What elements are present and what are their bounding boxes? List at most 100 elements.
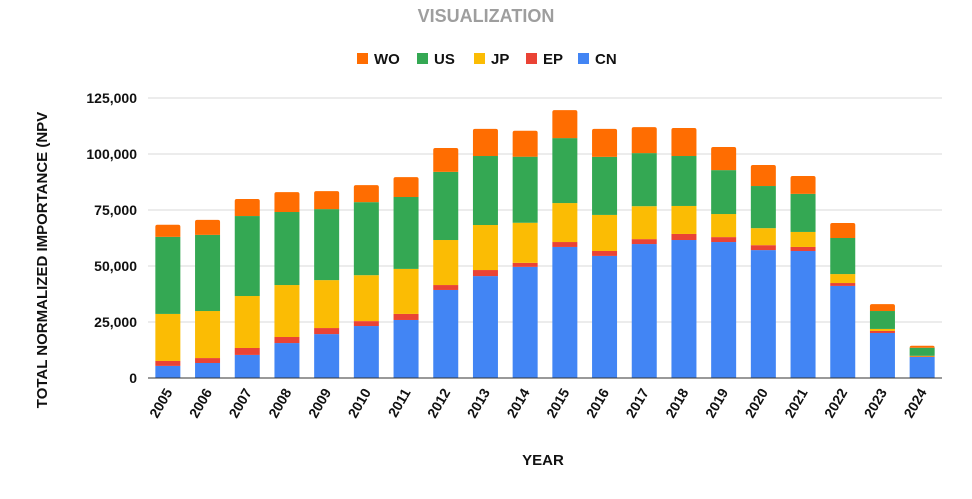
legend-label: US bbox=[434, 51, 455, 68]
bar-stack-2009 bbox=[314, 191, 340, 378]
bar-segment-wo bbox=[631, 127, 657, 154]
bar-segment-wo bbox=[195, 219, 221, 235]
bar-segment-ep bbox=[314, 328, 340, 335]
bar-segment-cn bbox=[552, 246, 578, 378]
bar-segment-cn bbox=[671, 240, 697, 378]
legend: WO US JP EP CN bbox=[357, 51, 617, 68]
bar-segment-us bbox=[631, 153, 657, 207]
bar-segment-jp bbox=[195, 311, 221, 359]
bar-segment-ep bbox=[711, 237, 737, 243]
x-axis-ticks: 2005 2006 2007 2008 2009 2010 2011 2012 2013 2014… bbox=[146, 385, 930, 420]
bar-segment-cn bbox=[195, 362, 221, 378]
y-axis-ticks: 0 25,000 50,000 75,000 100,000 125,000 bbox=[86, 90, 137, 386]
x-tick-label: 2014 bbox=[503, 385, 533, 420]
bar-segment-us bbox=[909, 347, 935, 356]
x-tick-label: 2006 bbox=[186, 385, 216, 420]
bar-segment-ep bbox=[671, 233, 697, 241]
x-tick-label: 2017 bbox=[622, 385, 652, 420]
y-tick-label: 50,000 bbox=[94, 258, 137, 274]
bar-segment-cn bbox=[830, 285, 856, 378]
bar-segment-cn bbox=[234, 354, 260, 378]
bar-stack-2017 bbox=[631, 127, 657, 378]
bar-segment-cn bbox=[592, 255, 618, 378]
bar-segment-wo bbox=[592, 128, 618, 157]
bar-stack-2008 bbox=[274, 192, 300, 378]
x-tick-label: 2021 bbox=[781, 385, 811, 420]
legend-swatch bbox=[357, 53, 368, 64]
bar-stack-2015 bbox=[552, 110, 578, 378]
bar-segment-us bbox=[155, 236, 181, 314]
bar-segment-jp bbox=[830, 274, 856, 284]
bar-segment-jp bbox=[592, 214, 618, 251]
bar-stack-2023 bbox=[869, 304, 895, 378]
bar-stack-2022 bbox=[830, 222, 856, 378]
bar-segment-jp bbox=[433, 240, 459, 286]
bar-segment-wo bbox=[314, 191, 340, 210]
legend-item-ep: EP bbox=[526, 51, 563, 68]
bar-segment-ep bbox=[869, 330, 895, 333]
bar-segment-ep bbox=[472, 270, 498, 277]
bar-segment-ep bbox=[631, 239, 657, 245]
bar-segment-us bbox=[353, 202, 379, 276]
bar-segment-ep bbox=[512, 262, 538, 267]
legend-item-cn: CN bbox=[578, 51, 617, 68]
bar-segment-jp bbox=[353, 275, 379, 322]
legend-label: WO bbox=[374, 51, 400, 68]
x-tick-label: 2018 bbox=[662, 385, 692, 420]
bar-segment-ep bbox=[274, 337, 300, 344]
bar-segment-ep bbox=[552, 242, 578, 247]
bar-segment-jp bbox=[393, 268, 419, 314]
bar-segment-wo bbox=[274, 192, 300, 213]
bar-segment-jp bbox=[155, 313, 181, 361]
y-tick-label: 100,000 bbox=[86, 146, 137, 162]
bar-stack-2019 bbox=[711, 147, 737, 378]
bar-stack-2018 bbox=[671, 128, 697, 378]
bar-stack-2024 bbox=[909, 345, 935, 378]
bar-segment-us bbox=[750, 186, 776, 229]
x-axis-title: YEAR bbox=[522, 452, 564, 469]
y-tick-label: 25,000 bbox=[94, 314, 137, 330]
legend-item-us: US bbox=[417, 51, 455, 68]
bar-segment-cn bbox=[274, 343, 300, 378]
bar-segment-cn bbox=[631, 244, 657, 378]
bar-segment-cn bbox=[750, 250, 776, 378]
bar-segment-jp bbox=[472, 225, 498, 271]
bar-stack-2012 bbox=[433, 147, 459, 378]
bar-segment-us bbox=[512, 156, 538, 223]
bar-segment-jp bbox=[869, 328, 895, 331]
bar-segment-cn bbox=[909, 356, 935, 378]
bar-stack-2011 bbox=[393, 177, 419, 378]
bar-segment-wo bbox=[711, 147, 737, 171]
bar-segment-jp bbox=[790, 231, 816, 247]
bar-stack-2007 bbox=[234, 199, 260, 378]
bar-segment-wo bbox=[750, 164, 776, 187]
bar-segment-cn bbox=[790, 250, 816, 378]
x-tick-label: 2019 bbox=[702, 385, 732, 420]
bar-segment-us bbox=[433, 171, 459, 241]
bar-segment-jp bbox=[711, 214, 737, 238]
x-tick-label: 2012 bbox=[424, 385, 454, 420]
legend-item-jp: JP bbox=[474, 51, 509, 68]
x-tick-label: 2016 bbox=[583, 385, 613, 420]
bar-segment-us bbox=[314, 209, 340, 281]
bar-segment-us bbox=[869, 311, 895, 329]
bar-segment-cn bbox=[353, 326, 379, 378]
bar-segment-ep bbox=[790, 246, 816, 251]
bar-segment-cn bbox=[393, 319, 419, 378]
bar-segment-ep bbox=[353, 321, 379, 327]
bar-segment-cn bbox=[314, 334, 340, 378]
x-tick-label: 2009 bbox=[305, 385, 335, 420]
bar-segment-ep bbox=[592, 250, 618, 256]
legend-swatch bbox=[474, 53, 485, 64]
bar-stack-2021 bbox=[790, 175, 816, 378]
legend-item-wo: WO bbox=[357, 51, 400, 68]
bar-segment-wo bbox=[869, 304, 895, 312]
bar-segment-us bbox=[790, 193, 816, 232]
bar-segment-cn bbox=[472, 276, 498, 378]
x-tick-label: 2022 bbox=[821, 385, 851, 420]
x-tick-label: 2013 bbox=[464, 385, 494, 420]
bar-segment-jp bbox=[274, 285, 300, 338]
bar-segment-wo bbox=[433, 147, 459, 172]
bar-segment-cn bbox=[433, 289, 459, 378]
